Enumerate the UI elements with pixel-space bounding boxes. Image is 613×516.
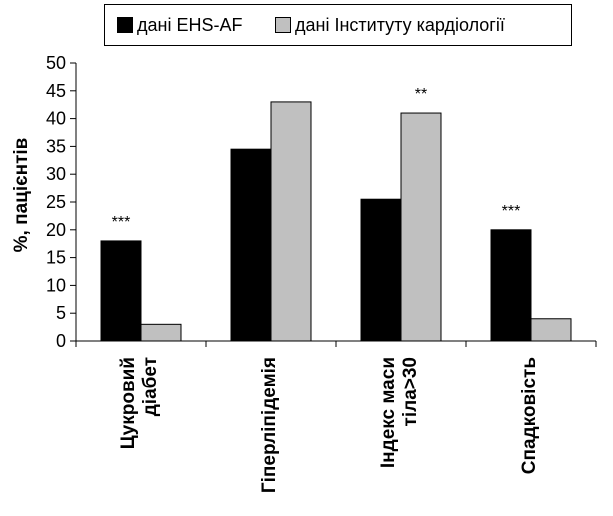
y-tick-label: 50 — [46, 53, 66, 73]
y-tick-label: 5 — [56, 303, 66, 323]
legend-swatch-institute — [275, 17, 291, 33]
legend-item-institute: дані Інституту кардіології — [275, 15, 505, 35]
x-category-label: Спадковість — [519, 357, 540, 474]
x-category-label: діабет — [140, 357, 161, 416]
x-category-label: Цукровий — [118, 357, 139, 449]
x-category-label: Гіперліпідемія — [259, 357, 280, 493]
bar — [140, 323, 182, 342]
y-tick-label: 0 — [56, 331, 66, 351]
y-tick-label: 30 — [46, 164, 66, 184]
significance-annotation: *** — [502, 203, 521, 220]
y-tick-label: 15 — [46, 248, 66, 268]
bar — [530, 318, 572, 342]
y-tick-label: 25 — [46, 192, 66, 212]
legend-swatch-ehs-af — [117, 17, 133, 33]
legend-label-institute: дані Інституту кардіології — [295, 15, 505, 35]
x-category-label: Індекс маси — [378, 357, 399, 468]
bar — [490, 229, 532, 342]
legend-label-ehs-af: дані EHS-AF — [137, 15, 243, 35]
y-tick-label: 35 — [46, 136, 66, 156]
y-tick-label: 20 — [46, 220, 66, 240]
bar — [360, 198, 402, 342]
legend-item-ehs-af: дані EHS-AF — [117, 15, 242, 35]
bar — [230, 148, 272, 342]
significance-annotation: *** — [112, 214, 131, 231]
bar — [100, 240, 142, 342]
x-category-label: тіла>30 — [400, 357, 421, 426]
significance-annotation: ** — [415, 86, 427, 103]
y-tick-label: 10 — [46, 275, 66, 295]
y-tick-label: 45 — [46, 81, 66, 101]
bar — [400, 112, 442, 342]
y-tick-label: 40 — [46, 109, 66, 129]
legend: дані EHS-AF дані Інституту кардіології — [104, 4, 572, 46]
bar — [270, 101, 312, 342]
